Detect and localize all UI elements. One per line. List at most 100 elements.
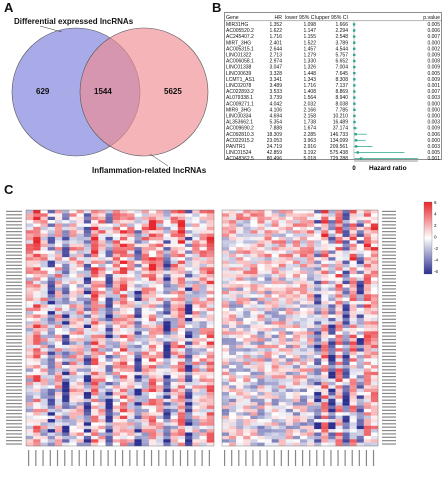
- venn-diagram: [11, 25, 209, 167]
- forest-cell-21-0: LINC01524: [226, 150, 252, 156]
- forest-cell-22-1: 80.496: [267, 156, 283, 162]
- forest-cell-4-0: AC005315.1: [226, 46, 254, 52]
- forest-cell-20-3: 209.561: [330, 144, 348, 150]
- forest-cell-14-4: 0.000: [427, 107, 440, 113]
- forest-cell-20-4: 0.003: [427, 144, 440, 150]
- forest-cell-11-4: 0.007: [427, 89, 440, 95]
- forest-cell-18-2: 2.285: [303, 132, 316, 138]
- forest-cell-21-4: 0.005: [427, 150, 440, 156]
- forest-header-2: lower 95% CI: [285, 15, 316, 21]
- forest-cell-14-0: MIR9_3HG: [226, 107, 251, 113]
- forest-cell-15-4: 0.000: [427, 114, 440, 120]
- forest-cell-0-3: 1.666: [335, 22, 348, 28]
- forest-cell-13-1: 4.042: [269, 101, 282, 107]
- forest-cell-19-4: 0.000: [427, 138, 440, 144]
- forest-hr-point: [354, 145, 358, 148]
- forest-cell-17-0: AC009690.2: [226, 126, 254, 132]
- forest-cell-19-0: AC022915.2: [226, 138, 254, 144]
- venn-right-only-count: 5625: [164, 87, 182, 96]
- forest-cell-8-1: 3.328: [269, 71, 282, 77]
- forest-cell-19-3: 134.099: [330, 138, 348, 144]
- forest-cell-9-1: 3.341: [269, 77, 282, 83]
- forest-cell-8-3: 7.645: [335, 71, 348, 77]
- forest-cell-7-0: LINC01338: [226, 65, 252, 71]
- forest-header-0: Gene: [226, 15, 239, 21]
- forest-cell-4-2: 1.457: [303, 46, 316, 52]
- forest-cell-8-0: LINC00639: [226, 71, 252, 77]
- forest-cell-20-0: PANTR1: [226, 144, 246, 150]
- forest-cell-1-0: AC005520.2: [226, 28, 254, 34]
- forest-hr-point: [353, 72, 356, 75]
- forest-cell-6-4: 0.008: [427, 59, 440, 65]
- forest-cell-6-0: AC006058.1: [226, 59, 254, 65]
- forest-hr-point: [353, 84, 356, 87]
- forest-cell-13-2: 2.032: [303, 101, 316, 107]
- heatmap-block: [222, 210, 379, 447]
- forest-cell-2-0: AC245407.2: [226, 34, 254, 40]
- forest-cell-2-3: 2.548: [335, 34, 348, 40]
- forest-hr-point: [353, 53, 356, 57]
- forest-cell-14-3: 7.785: [335, 107, 348, 113]
- forest-cell-17-1: 7.888: [269, 126, 282, 132]
- forest-cell-12-2: 1.564: [303, 95, 316, 101]
- forest-cell-5-1: 2.713: [269, 53, 282, 59]
- venn-right-circle: [79, 27, 209, 157]
- forest-cell-16-1: 5.354: [269, 120, 282, 126]
- heatmap-legend-tick: 4: [434, 212, 437, 217]
- forest-cell-8-4: 0.005: [427, 71, 440, 77]
- forest-cell-10-2: 1.716: [303, 83, 316, 89]
- forest-cell-2-2: 1.155: [303, 34, 316, 40]
- forest-hr-point: [353, 102, 356, 105]
- forest-cell-6-3: 6.652: [335, 59, 348, 65]
- forest-cell-9-3: 8.308: [335, 77, 348, 83]
- heatmap-legend-tick: 0: [434, 235, 437, 240]
- forest-cell-10-1: 3.489: [269, 83, 282, 89]
- forest-cell-16-4: 0.003: [427, 120, 440, 126]
- forest-cell-0-0: MIR31HG: [226, 22, 248, 28]
- forest-cell-11-0: AC022893.2: [226, 89, 254, 95]
- forest-cell-5-4: 0.009: [427, 53, 440, 59]
- forest-hr-point: [352, 35, 356, 38]
- heatmap-legend-tick: -6: [434, 269, 439, 274]
- forest-hr-point: [353, 114, 356, 118]
- forest-cell-9-4: 0.009: [427, 77, 440, 83]
- forest-cell-3-1: 2.401: [269, 40, 282, 46]
- forest-cell-6-1: 2.974: [269, 59, 282, 65]
- forest-cell-4-1: 2.644: [269, 46, 282, 52]
- forest-cell-13-4: 0.000: [427, 101, 440, 107]
- forest-cell-18-3: 146.733: [330, 132, 348, 138]
- forest-hr-point: [353, 126, 356, 130]
- forest-cell-20-2: 2.916: [303, 144, 316, 150]
- forest-cell-7-3: 7.004: [335, 65, 348, 71]
- venn-left-title: Differential expressed lncRNAs: [14, 17, 134, 26]
- forest-hr-point: [353, 108, 356, 111]
- venn-left-only-count: 629: [36, 87, 50, 96]
- forest-cell-13-3: 8.038: [335, 101, 348, 107]
- forest-cell-17-2: 1.674: [303, 126, 316, 132]
- forest-header-1: HR: [275, 15, 283, 21]
- forest-cell-14-2: 2.166: [303, 107, 316, 113]
- forest-cell-22-2: 5.018: [303, 156, 316, 162]
- forest-cell-21-1: 42.859: [267, 150, 283, 156]
- forest-cell-2-1: 1.716: [269, 34, 282, 40]
- forest-cell-19-1: 23.053: [267, 138, 283, 144]
- forest-hr-point: [353, 96, 356, 99]
- forest-cell-20-1: 24.719: [267, 144, 283, 150]
- forest-cell-10-3: 7.137: [335, 83, 348, 89]
- forest-hr-point: [353, 120, 356, 124]
- forest-cell-5-0: LINC01322: [226, 53, 252, 59]
- forest-cell-10-4: 0.001: [427, 83, 440, 89]
- forest-hr-point: [353, 47, 356, 50]
- forest-cell-11-3: 8.869: [335, 89, 348, 95]
- forest-cell-16-0: AL353662.1: [226, 120, 253, 126]
- forest-hr-point: [352, 23, 356, 26]
- forest-cell-15-2: 2.158: [303, 114, 316, 120]
- forest-cell-15-0: LINC00334: [226, 114, 252, 120]
- forest-cell-5-3: 5.757: [335, 53, 348, 59]
- forest-cell-3-2: 1.522: [303, 40, 316, 46]
- panel-letter-b: B: [212, 0, 222, 15]
- forest-cell-22-4: 0.001: [427, 156, 440, 162]
- forest-cell-0-4: 0.005: [427, 22, 440, 28]
- forest-cell-7-4: 0.009: [427, 65, 440, 71]
- forest-axis-label: Hazard ratio: [369, 165, 407, 172]
